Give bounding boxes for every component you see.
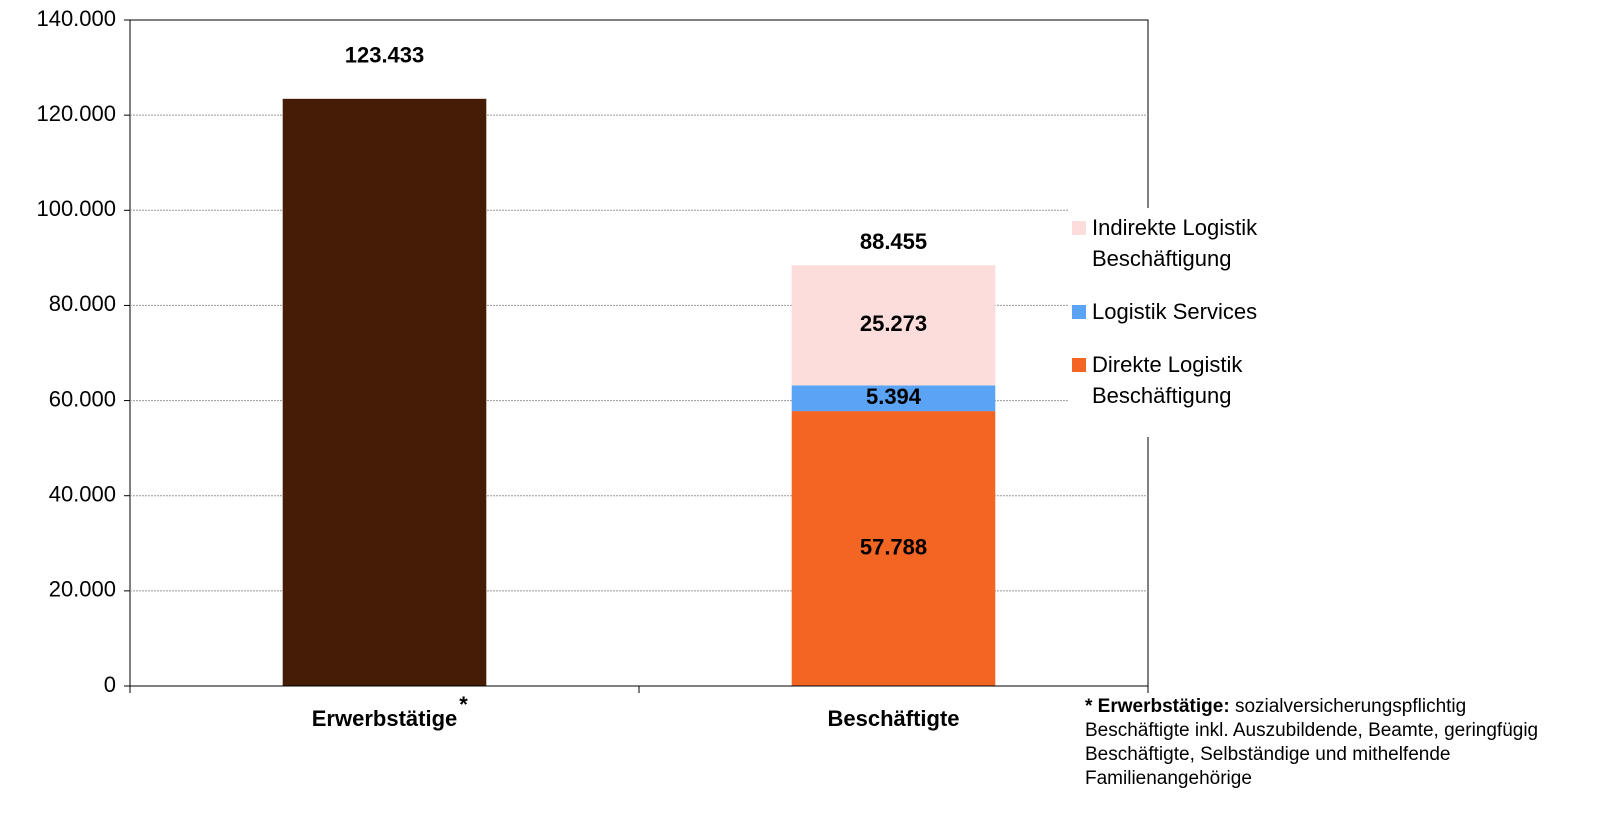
legend-swatch (1072, 358, 1086, 372)
bar-segment (791, 385, 996, 412)
footnote: * Erwerbstätige: sozialversicherungspfli… (1085, 695, 1565, 791)
category-marker: * (459, 692, 468, 717)
y-tick-label: 80.000 (49, 291, 116, 316)
value-label: 123.433 (345, 43, 425, 68)
footnote-term: * Erwerbstätige: (1085, 696, 1230, 717)
legend-entry: Indirekte Logistik Beschäftigung (1068, 212, 1278, 274)
legend-label: Direkte Logistik Beschäftigung (1092, 352, 1243, 408)
y-tick-label: 40.000 (49, 482, 116, 507)
total-label: 88.455 (860, 229, 927, 254)
x-tick-label: Erwerbstätige (312, 706, 458, 731)
legend-entry: Logistik Services (1068, 296, 1278, 327)
value-label: 25.273 (860, 311, 927, 336)
legend: Indirekte Logistik Beschäftigung Logistik… (1068, 208, 1278, 437)
bar-segment (791, 265, 996, 386)
bar-segment (791, 411, 996, 686)
y-tick-label: 20.000 (49, 577, 116, 602)
legend-label: Indirekte Logistik Beschäftigung (1092, 215, 1258, 271)
y-tick-label: 100.000 (36, 196, 116, 221)
footnote-text: sozialversicherungspflichtig Beschäftigt… (1085, 696, 1539, 789)
y-tick-label: 120.000 (36, 101, 116, 126)
legend-entry: Direkte Logistik Beschäftigung (1068, 349, 1278, 411)
y-tick-label: 60.000 (49, 386, 116, 411)
y-tick-label: 140.000 (36, 6, 116, 31)
value-label: 5.394 (866, 384, 922, 409)
legend-swatch (1072, 221, 1086, 235)
y-tick-label: 0 (104, 672, 116, 697)
value-label: 57.788 (860, 534, 927, 559)
legend-swatch (1072, 305, 1086, 319)
legend-label: Logistik Services (1092, 299, 1258, 324)
x-tick-label: Beschäftigte (827, 706, 959, 731)
bar-segment (282, 98, 487, 686)
